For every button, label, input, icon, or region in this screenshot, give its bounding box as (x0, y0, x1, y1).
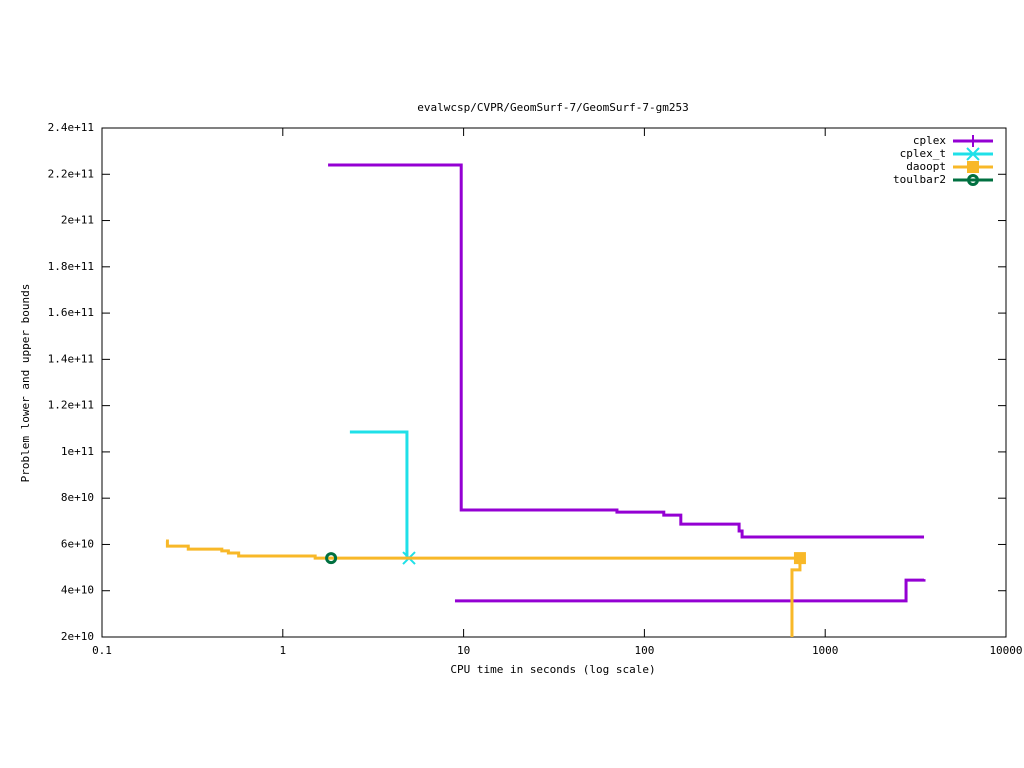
y-tick-label: 8e+10 (61, 491, 94, 504)
x-tick-label: 10000 (989, 644, 1022, 657)
y-tick-label: 1.2e+11 (48, 399, 94, 412)
legend-label: daoopt (906, 160, 946, 173)
y-tick-label: 6e+10 (61, 537, 94, 550)
series-line (165, 539, 800, 560)
legend-label: toulbar2 (893, 173, 946, 186)
y-tick-label: 2.4e+11 (48, 121, 94, 134)
legend-label: cplex (913, 134, 946, 147)
point-marker (967, 161, 979, 173)
y-tick-label: 2.2e+11 (48, 167, 94, 180)
point-marker (967, 174, 979, 186)
y-tick-label: 2e+11 (61, 214, 94, 227)
x-tick-label: 0.1 (92, 644, 112, 657)
y-tick-label: 2e+10 (61, 630, 94, 643)
y-tick-label: 1.8e+11 (48, 260, 94, 273)
x-tick-label: 100 (634, 644, 654, 657)
point-marker (325, 552, 338, 565)
y-tick-label: 1e+11 (61, 445, 94, 458)
point-marker (966, 147, 980, 161)
series-line (328, 163, 925, 539)
x-tick-label: 1000 (812, 644, 839, 657)
y-tick-label: 4e+10 (61, 584, 94, 597)
chart-title: evalwcsp/CVPR/GeomSurf-7/GeomSurf-7-gm25… (417, 101, 689, 114)
y-tick-label: 1.6e+11 (48, 306, 94, 319)
y-axis-label: Problem lower and upper bounds (19, 284, 32, 483)
point-marker (967, 135, 979, 147)
y-tick-label: 1.4e+11 (48, 352, 94, 365)
legend-label: cplex_t (900, 147, 946, 160)
x-axis-label: CPU time in seconds (log scale) (450, 663, 655, 676)
x-tick-label: 1 (279, 644, 286, 657)
point-marker (793, 552, 806, 565)
plot-frame (101, 127, 1007, 638)
x-tick-label: 10 (457, 644, 470, 657)
series-line (454, 578, 926, 603)
